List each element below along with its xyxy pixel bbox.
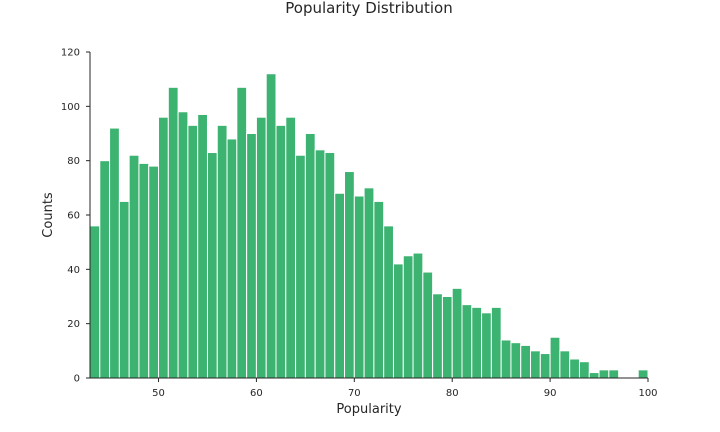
histogram-bar: [530, 350, 541, 379]
histogram-bar: [99, 160, 111, 379]
x-axis-label: Popularity: [336, 402, 401, 417]
histogram-bar: [314, 149, 326, 379]
histogram-bar: [490, 306, 502, 379]
histogram-bar: [275, 124, 287, 379]
x-tick-label: 50: [152, 388, 165, 399]
histogram-bar: [539, 353, 551, 379]
histogram-bar: [255, 116, 267, 379]
y-tick-label: 20: [67, 319, 80, 330]
histogram-bar: [187, 124, 199, 379]
y-tick-label: 80: [67, 156, 80, 167]
x-tick-label: 80: [446, 388, 459, 399]
y-tick-label: 60: [67, 211, 80, 222]
histogram-bar: [637, 369, 649, 379]
histogram-bar: [344, 171, 355, 379]
histogram-bar: [353, 195, 365, 379]
histogram-bar: [295, 154, 306, 379]
y-tick-label: 40: [67, 265, 80, 276]
histogram-bar: [383, 225, 394, 379]
histogram-bar: [373, 200, 385, 379]
histogram-bar: [578, 361, 590, 379]
histogram-bar: [148, 165, 160, 379]
x-tick-label: 100: [638, 388, 657, 399]
y-tick-label: 120: [61, 48, 80, 59]
histogram-bar: [441, 296, 453, 379]
histogram-bar: [608, 369, 620, 379]
histogram-bar: [246, 133, 257, 379]
histogram-bar: [216, 124, 228, 379]
histogram-bar: [128, 154, 140, 379]
histogram-bar: [422, 271, 434, 379]
histogram-bar: [500, 339, 512, 379]
histogram-bar: [177, 111, 189, 379]
histogram-bar: [226, 138, 238, 379]
histogram-bar: [412, 252, 424, 379]
x-ticks-group: 50 60 70 80 90 100: [152, 378, 658, 399]
histogram-bar: [392, 263, 404, 379]
histogram-bar: [588, 372, 600, 379]
histogram-bar: [197, 113, 208, 379]
histogram-bar: [569, 358, 580, 379]
histogram-bar: [109, 127, 120, 379]
histogram-bar: [363, 187, 375, 379]
histogram-bar: [520, 344, 532, 379]
histogram-bar: [285, 116, 297, 379]
chart-title: Popularity Distribution: [285, 0, 452, 17]
histogram-bar: [118, 200, 130, 379]
histogram-bar: [236, 86, 248, 379]
histogram-bar: [559, 350, 571, 379]
histogram-bar: [324, 152, 336, 379]
histogram-bar: [549, 336, 561, 379]
histogram-bar: [461, 304, 473, 379]
histogram-bar: [432, 293, 443, 379]
histogram-bar: [334, 192, 346, 379]
histogram-bar: [89, 225, 101, 379]
histogram-bar: [206, 152, 218, 379]
histogram-bar: [471, 306, 483, 379]
x-tick-label: 90: [544, 388, 557, 399]
x-tick-label: 60: [250, 388, 263, 399]
y-tick-label: 100: [61, 102, 80, 113]
x-tick-label: 70: [348, 388, 361, 399]
y-ticks-group: 0 20 40 60 80 100 120: [61, 48, 90, 385]
histogram-bar: [265, 73, 277, 379]
y-tick-label: 0: [74, 374, 80, 385]
histogram-bar: [451, 287, 463, 379]
histogram-bar: [158, 116, 169, 379]
histogram-bar: [167, 86, 179, 379]
bars-group: [89, 73, 649, 379]
histogram-bar: [402, 255, 414, 379]
histogram-bar: [304, 133, 316, 379]
histogram-bar: [598, 369, 610, 379]
y-axis-label: Counts: [41, 192, 56, 238]
histogram-bar: [510, 342, 522, 379]
histogram-bar: [138, 162, 150, 379]
histogram-bar: [481, 312, 492, 379]
